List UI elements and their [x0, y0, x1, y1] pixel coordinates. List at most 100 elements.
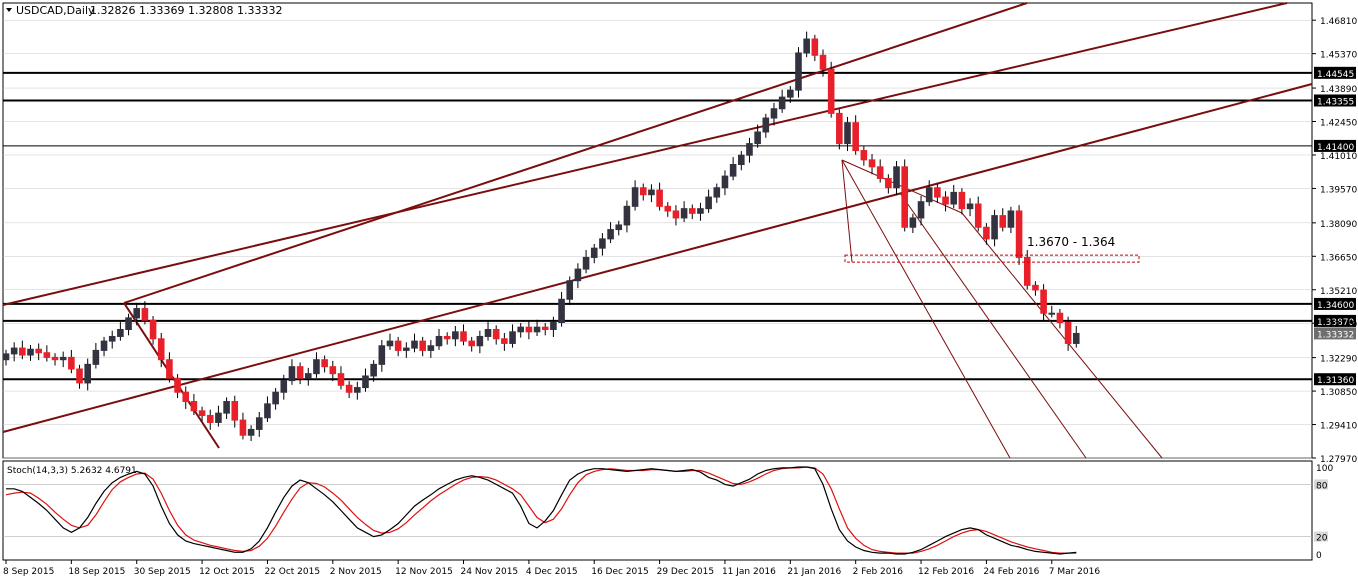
- date-label: 21 Jan 2016: [787, 567, 841, 577]
- down-channel-upper[interactable]: [961, 212, 1163, 459]
- candle-body: [157, 338, 165, 361]
- candle-body: [468, 340, 475, 347]
- candle-body: [43, 352, 51, 358]
- price-tick-label: 1.33770: [1320, 320, 1357, 330]
- candle-body: [631, 187, 639, 207]
- date-label: 29 Dec 2015: [657, 567, 715, 577]
- candle-body: [272, 391, 279, 405]
- channel-median-line[interactable]: [2, 2, 1288, 306]
- candle-body: [2, 353, 10, 361]
- date-label: 11 Jan 2016: [722, 567, 776, 577]
- candle-body: [991, 215, 998, 240]
- date-label: 30 Sep 2015: [134, 567, 191, 577]
- down-channel-median[interactable]: [899, 192, 1087, 459]
- date-label: 2 Nov 2015: [330, 567, 382, 577]
- stoch-main-line: [6, 466, 1077, 555]
- candle-body: [149, 319, 157, 340]
- candle-body: [166, 359, 173, 379]
- candle-body: [1056, 312, 1064, 324]
- candle-body: [239, 419, 247, 436]
- candle-body: [550, 322, 557, 330]
- candle-body: [525, 326, 533, 333]
- level-badge: [1314, 94, 1356, 107]
- level-badge: [1314, 314, 1356, 327]
- price-tick-label: 1.27970: [1320, 455, 1357, 465]
- candle-body: [509, 331, 516, 344]
- date-label: 18 Sep 2015: [68, 567, 125, 577]
- date-label: 24 Nov 2015: [461, 567, 519, 577]
- candle-body: [983, 226, 990, 240]
- candle-body: [705, 196, 712, 210]
- channel-upper-line[interactable]: [123, 2, 1028, 304]
- candle-body: [770, 108, 778, 119]
- channel-lower-line[interactable]: [2, 83, 1313, 433]
- candle-body: [974, 203, 982, 228]
- down-channel-line[interactable]: [841, 159, 1011, 459]
- candle-body: [590, 247, 598, 258]
- candle-body: [1040, 289, 1047, 314]
- candle-body: [206, 414, 214, 423]
- candle-body: [174, 377, 181, 393]
- candle-body: [215, 412, 222, 423]
- candle-body: [59, 356, 67, 361]
- dropdown-triangle-icon[interactable]: [6, 8, 12, 12]
- candle-body: [721, 175, 729, 189]
- candle-body: [304, 373, 312, 379]
- support-resistance-lines[interactable]: 1.44545 1.43355 1.41400 1.34600 1.33870 1.313…: [3, 66, 1356, 386]
- candle-body: [558, 298, 565, 324]
- trend-channels[interactable]: [2, 2, 1313, 459]
- candle-body: [27, 348, 34, 356]
- candle-body: [1064, 322, 1072, 344]
- candle-body: [607, 229, 614, 240]
- candle-body: [492, 328, 500, 340]
- candle-body: [738, 154, 745, 166]
- stoch-tick-label: 100: [1316, 464, 1333, 474]
- stoch-tick-label: 0: [1316, 551, 1322, 561]
- candle-body: [182, 391, 190, 403]
- candle-body: [574, 268, 582, 282]
- candle-body: [860, 150, 868, 161]
- candle-body: [141, 308, 149, 321]
- candle-body: [501, 338, 508, 344]
- candle-body: [648, 189, 655, 196]
- candle-body: [1015, 210, 1023, 258]
- candle-body: [787, 89, 794, 98]
- candle-body: [198, 410, 206, 416]
- candle-body: [688, 208, 696, 214]
- ohlc-values: 1.32826 1.33369 1.32808 1.33332: [90, 4, 282, 17]
- candle-body: [1048, 312, 1056, 315]
- candle-body: [876, 166, 884, 179]
- candle-body: [100, 340, 108, 351]
- candle-body: [68, 356, 75, 370]
- stoch-lines: [5, 466, 1077, 555]
- candle-body: [639, 187, 647, 196]
- candle-body: [836, 112, 843, 145]
- candle-body: [852, 122, 859, 152]
- date-label: 8 Sep 2015: [3, 567, 54, 577]
- candle-body: [443, 335, 451, 340]
- date-label: 2 Feb 2016: [853, 567, 904, 577]
- candle-body: [280, 380, 288, 393]
- candle-body: [419, 340, 426, 351]
- candle-body: [313, 359, 320, 375]
- candle-body: [1072, 332, 1080, 344]
- down-channel-handle-b[interactable]: [841, 159, 853, 263]
- candle-body: [117, 328, 124, 337]
- candle-body: [231, 401, 239, 421]
- candle-body: [942, 196, 949, 205]
- candle-body: [623, 205, 631, 226]
- candle-body: [672, 210, 680, 219]
- candle-body: [92, 349, 100, 365]
- price-tick-label: 1.30850: [1320, 388, 1357, 398]
- candle-body: [435, 335, 443, 347]
- candle-body: [125, 317, 132, 330]
- price-tick-label: 1.42450: [1320, 119, 1357, 129]
- candle-body: [917, 201, 925, 219]
- price-tick-label: 1.36650: [1320, 253, 1357, 263]
- candle-body: [566, 280, 574, 300]
- candle-body: [19, 347, 26, 356]
- candle-body: [264, 403, 271, 419]
- candle-body: [362, 375, 369, 389]
- level-label: 1.43355: [1317, 97, 1354, 107]
